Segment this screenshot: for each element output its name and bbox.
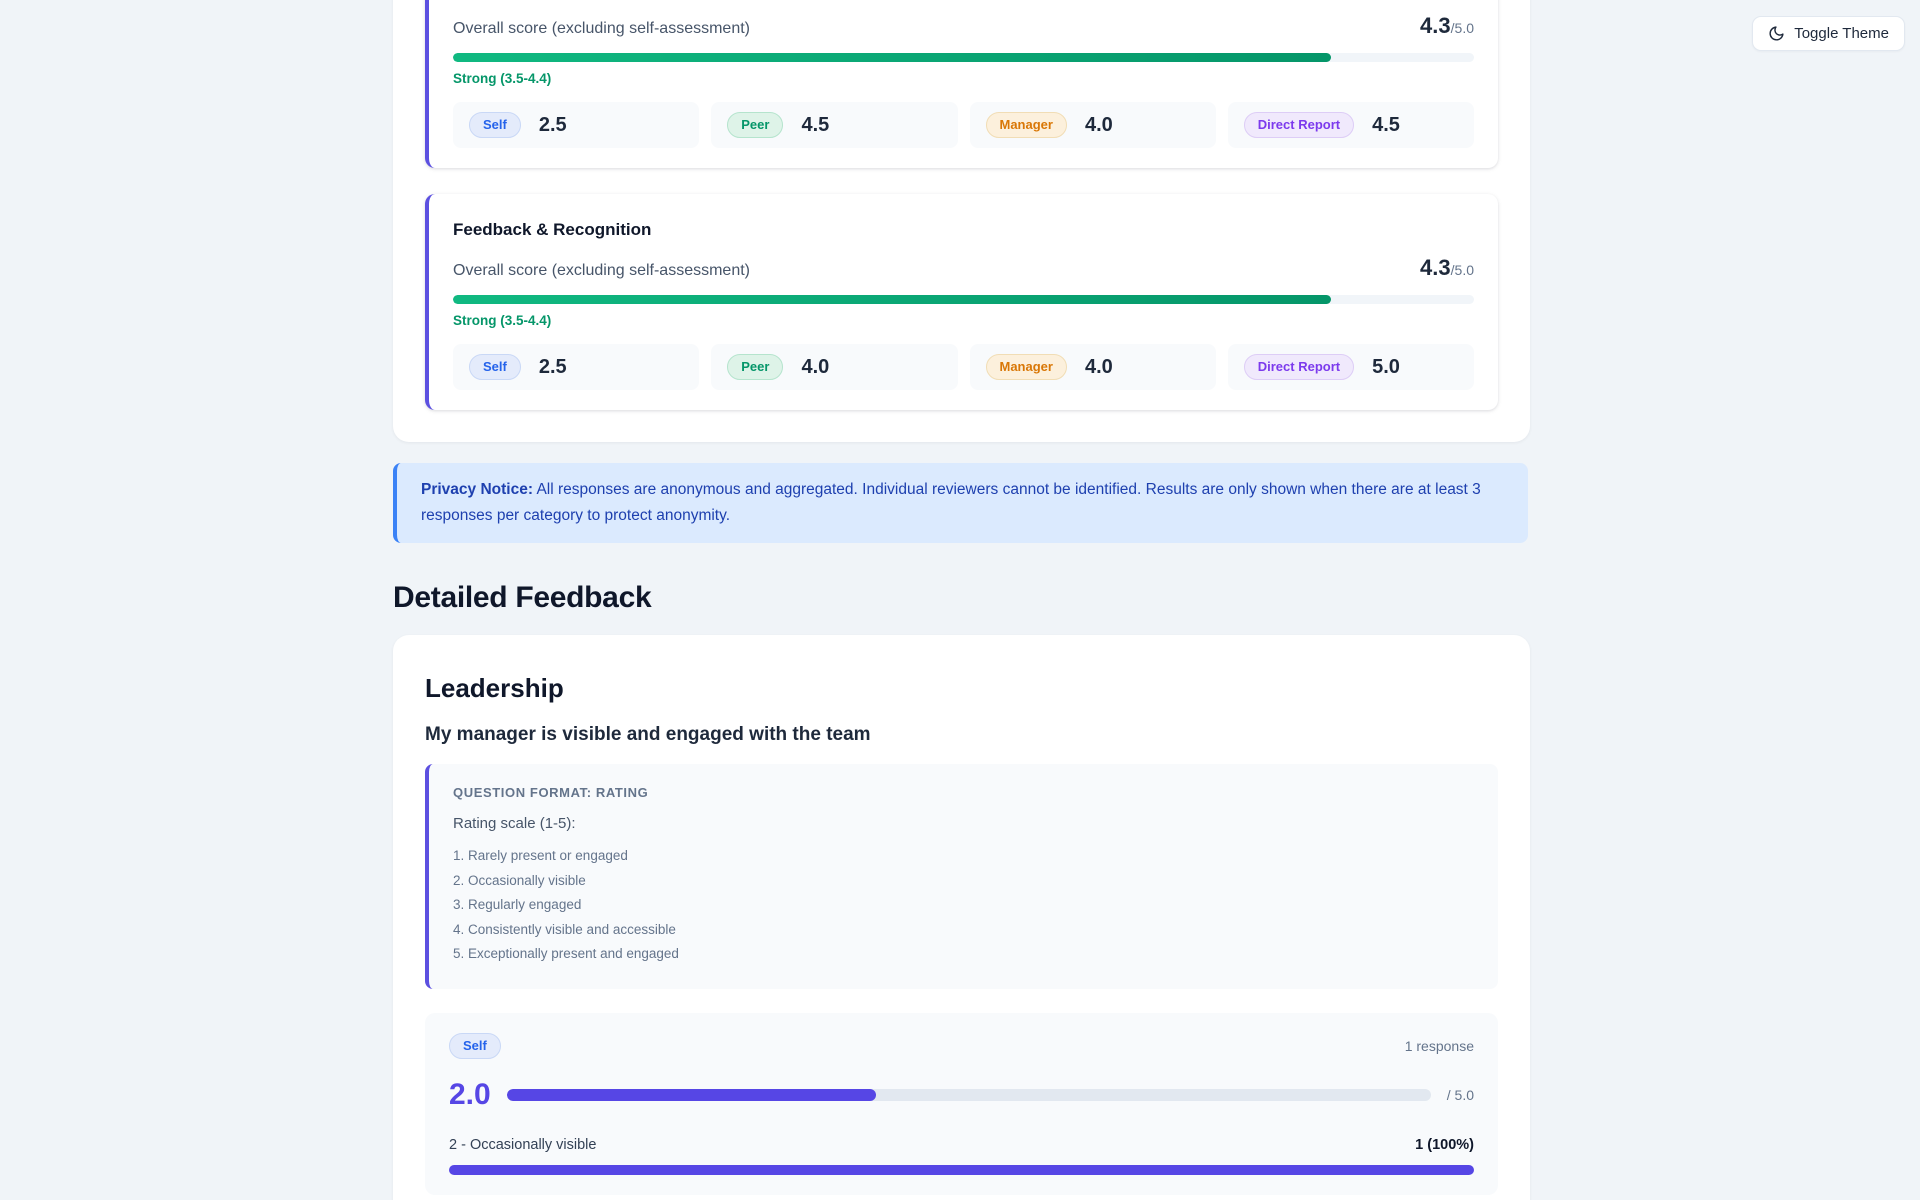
score-progress-fill — [453, 53, 1332, 62]
score-progress-track — [453, 53, 1474, 62]
moon-icon — [1768, 25, 1785, 42]
privacy-notice-text: All responses are anonymous and aggregat… — [421, 481, 1481, 524]
distribution-option-label: 2 - Occasionally visible — [449, 1136, 597, 1153]
rater-score-box-peer: Peer 4.0 — [711, 344, 958, 390]
rating-scale-item: 3. Regularly engaged — [453, 897, 582, 912]
overall-score-value: 4.3/5.0 — [1420, 14, 1474, 40]
rating-scale-item: 5. Exceptionally present and engaged — [453, 946, 679, 961]
self-score: 2.5 — [538, 113, 567, 136]
response-score-fill — [506, 1088, 877, 1101]
overall-score-row: Overall score (excluding self-assessment… — [453, 14, 1474, 41]
rating-scale-label: Rating scale (1-5): — [453, 815, 576, 832]
rater-score-box-self: Self 2.5 — [453, 344, 700, 390]
direct-report-badge: Direct Report — [1243, 112, 1355, 138]
manager-score: 4.0 — [1084, 113, 1113, 136]
rater-score-boxes: Self 2.5 Peer 4.0 Manager 4.0 Direct Rep… — [453, 344, 1474, 390]
peer-badge: Peer — [727, 112, 784, 138]
detailed-feedback-heading: Detailed Feedback — [393, 581, 652, 614]
self-badge: Self — [469, 354, 521, 380]
peer-badge: Peer — [727, 354, 784, 380]
response-score-max: / 5.0 — [1446, 1086, 1474, 1103]
response-header: Self 1 response — [449, 1032, 1474, 1059]
toggle-theme-label: Toggle Theme — [1794, 25, 1889, 42]
category-score-card: Feedback & Recognition Overall score (ex… — [425, 194, 1498, 410]
question-format-box: QUESTION FORMAT: RATING Rating scale (1-… — [425, 764, 1498, 989]
score-max: /5.0 — [1450, 262, 1474, 278]
rating-scale-item: 4. Consistently visible and accessible — [453, 921, 676, 937]
overall-score-value: 4.3/5.0 — [1420, 256, 1474, 282]
score-progress-track — [453, 295, 1474, 304]
question-text: My manager is visible and engaged with t… — [425, 724, 871, 745]
response-block-self: Self 1 response 2.0 / 5.0 2 - Occasional… — [425, 1012, 1498, 1195]
category-score-card: Overall score (excluding self-assessment… — [425, 0, 1498, 168]
peer-score: 4.0 — [801, 355, 830, 378]
summary-section: Overall score (excluding self-assessment… — [393, 0, 1530, 442]
score-number: 4.3 — [1420, 13, 1451, 38]
score-number: 4.3 — [1420, 255, 1451, 280]
detailed-feedback-section: Leadership My manager is visible and eng… — [393, 635, 1530, 1200]
rating-scale-list: 1. Rarely present or engaged 2. Occasion… — [453, 844, 1474, 967]
distribution-count: 1 (100%) — [1415, 1136, 1474, 1153]
response-score-value: 2.0 — [449, 1077, 491, 1111]
distribution-row: 2 - Occasionally visible 1 (100%) — [449, 1137, 1474, 1153]
score-progress-fill — [453, 295, 1332, 304]
detailed-category-title: Leadership — [425, 673, 564, 703]
direct-report-badge: Direct Report — [1243, 354, 1355, 380]
privacy-notice-label: Privacy Notice: — [421, 481, 533, 498]
response-score-row: 2.0 / 5.0 — [449, 1077, 1474, 1111]
privacy-notice: Privacy Notice: All responses are anonym… — [393, 463, 1528, 543]
overall-score-label: Overall score (excluding self-assessment… — [453, 262, 750, 279]
self-score: 2.5 — [538, 355, 567, 378]
score-band-label: Strong (3.5-4.4) — [453, 71, 552, 86]
toggle-theme-button[interactable]: Toggle Theme — [1752, 16, 1905, 51]
self-badge: Self — [469, 112, 521, 138]
category-title: Feedback & Recognition — [453, 220, 652, 239]
rating-scale-item: 2. Occasionally visible — [453, 872, 586, 888]
distribution-bar — [449, 1164, 1474, 1175]
manager-badge: Manager — [985, 112, 1067, 138]
manager-score: 4.0 — [1084, 355, 1113, 378]
question-format-label: QUESTION FORMAT: RATING — [453, 785, 649, 800]
rater-score-box-peer: Peer 4.5 — [711, 102, 958, 148]
self-badge: Self — [449, 1032, 501, 1059]
direct-report-score: 5.0 — [1372, 355, 1400, 378]
rater-score-box-direct-report: Direct Report 5.0 — [1227, 344, 1474, 390]
direct-report-score: 4.5 — [1372, 113, 1400, 136]
peer-score: 4.5 — [801, 113, 830, 136]
rating-scale-item: 1. Rarely present or engaged — [453, 848, 628, 863]
overall-score-row: Overall score (excluding self-assessment… — [453, 256, 1474, 283]
rater-score-box-manager: Manager 4.0 — [969, 344, 1216, 390]
rater-score-boxes: Self 2.5 Peer 4.5 Manager 4.0 Direct Rep… — [453, 102, 1474, 148]
overall-score-label: Overall score (excluding self-assessment… — [453, 20, 750, 37]
response-score-track — [506, 1088, 1431, 1101]
response-count: 1 response — [1404, 1037, 1474, 1054]
score-band-label: Strong (3.5-4.4) — [453, 313, 552, 328]
rater-score-box-self: Self 2.5 — [453, 102, 700, 148]
rater-score-box-manager: Manager 4.0 — [969, 102, 1216, 148]
manager-badge: Manager — [985, 354, 1067, 380]
rater-score-box-direct-report: Direct Report 4.5 — [1227, 102, 1474, 148]
score-max: /5.0 — [1450, 20, 1474, 36]
